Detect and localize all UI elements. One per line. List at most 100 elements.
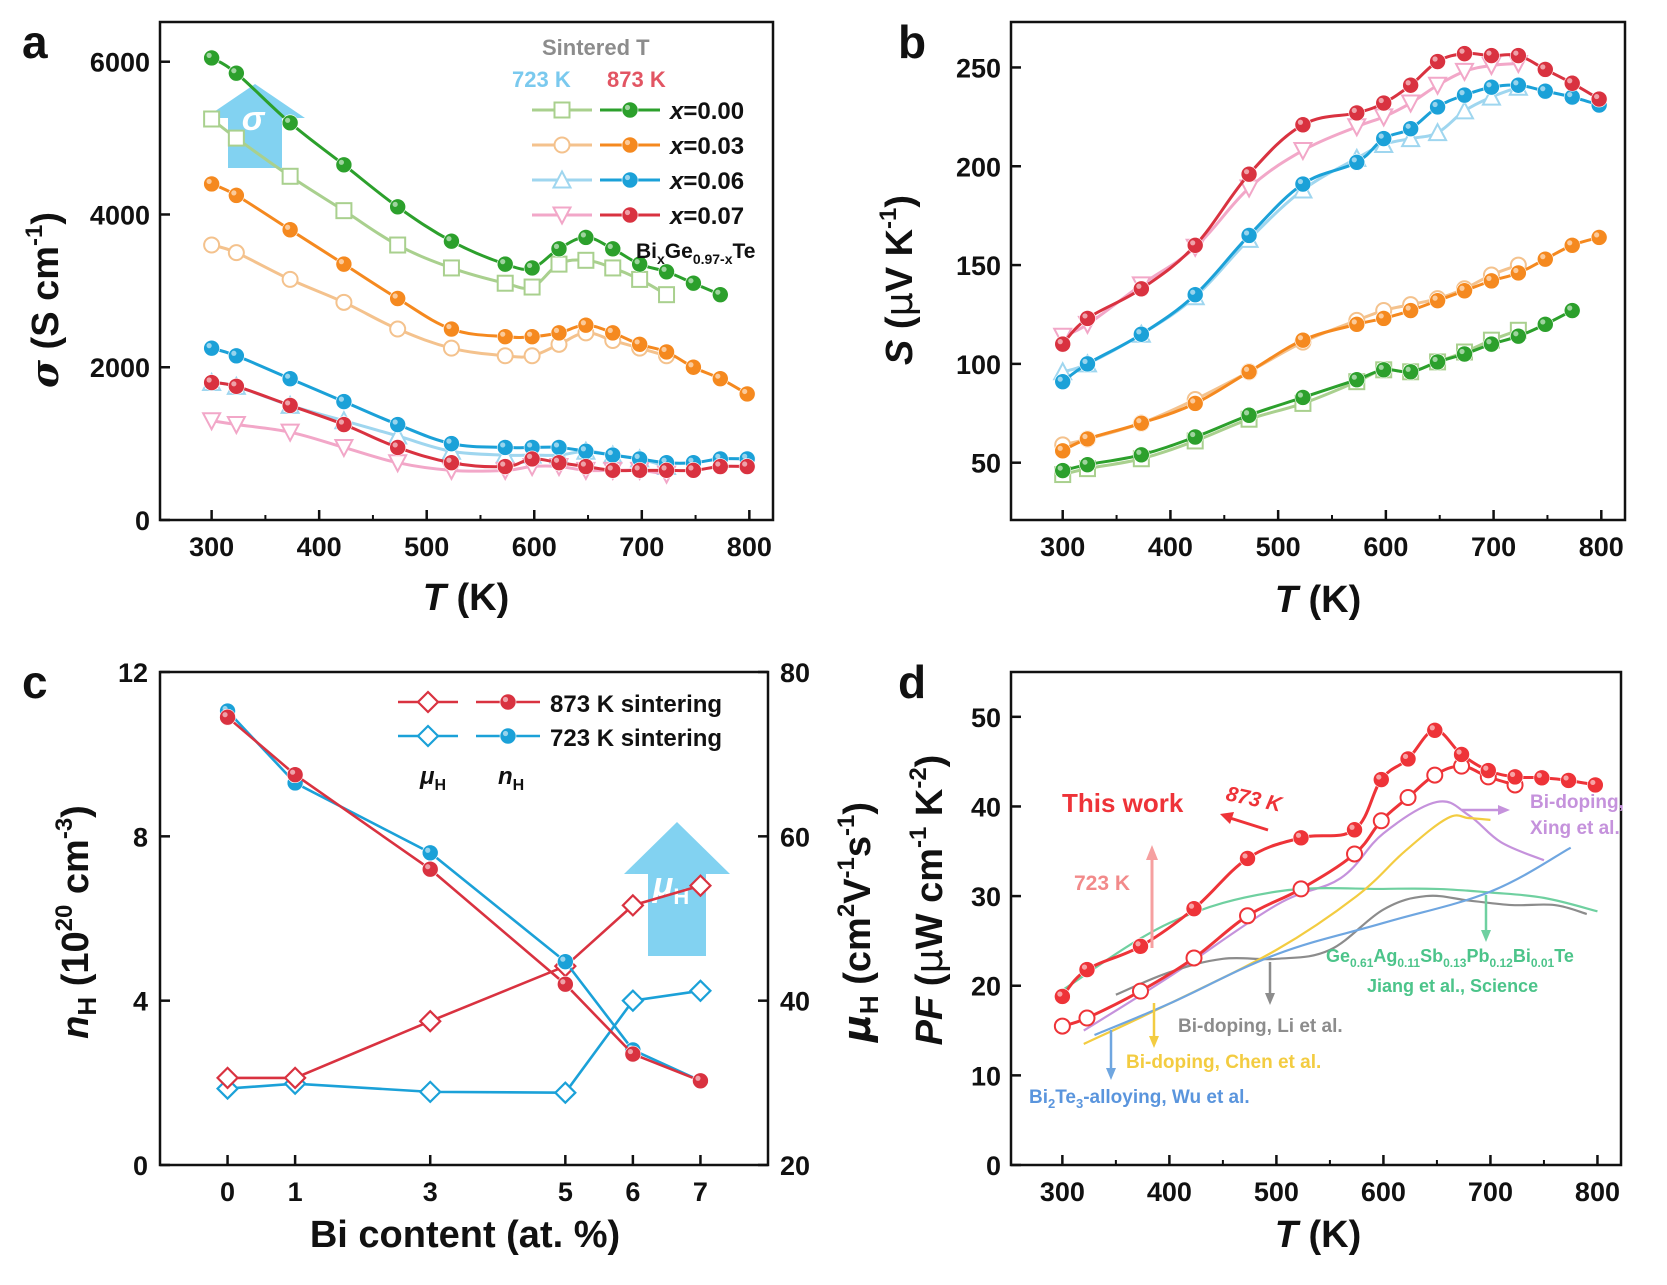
- c-point-2-4: [624, 1045, 642, 1063]
- b-point-4-4: [1240, 406, 1258, 424]
- plot-a-ticks: 300 400 500 600 700 800 0 2000 4000 6000: [90, 48, 772, 562]
- a-xtick-label: 400: [297, 532, 342, 562]
- legend-a-label-2: x=0.06: [668, 168, 744, 195]
- legend-723: 723 K: [512, 67, 571, 92]
- d-series-line-4: [1094, 846, 1572, 1037]
- a-point-3-0: [201, 412, 222, 432]
- arrow-chen-head: [1149, 1036, 1159, 1048]
- b-point-4-0-highlight: [1057, 465, 1063, 471]
- d-point-6-13: [1533, 769, 1551, 787]
- d-point-6-9: [1426, 721, 1444, 739]
- a-point-7-10-highlight: [607, 465, 613, 471]
- b-xtick-label: 400: [1148, 532, 1193, 562]
- a-point-4-3-highlight: [338, 159, 344, 165]
- b-point-4-11-highlight: [1486, 339, 1492, 345]
- b-point-4-1: [1079, 456, 1096, 473]
- anno-xing-2: Xing et al.: [1530, 818, 1620, 839]
- a-point-6-2: [281, 370, 299, 387]
- a-point-0-12: [658, 286, 676, 304]
- a-point-5-1: [228, 187, 245, 204]
- b-point-4-13: [1536, 316, 1554, 333]
- a-point-5-5: [443, 320, 460, 338]
- b-point-6-13-highlight: [1540, 86, 1546, 92]
- a-point-5-7: [523, 328, 541, 345]
- a-point-6-8: [550, 439, 568, 456]
- a-point-5-7-highlight: [527, 331, 533, 337]
- a-point-7-13-highlight: [688, 465, 694, 471]
- b-point-7-3: [1186, 237, 1204, 254]
- plot-a-xlabel: T (K): [423, 577, 510, 619]
- anno-723: 723 K: [1074, 872, 1130, 895]
- legend-c-marker-mu-0: [416, 690, 440, 714]
- b-point-3-7: [1373, 108, 1394, 128]
- d-point-5-3: [1185, 949, 1203, 967]
- b-point-5-11-highlight: [1486, 275, 1492, 281]
- a-point-4-1-highlight: [231, 68, 237, 74]
- b-point-7-11: [1483, 47, 1500, 64]
- a-point-7-1-highlight: [231, 381, 237, 387]
- a-point-1-1: [227, 244, 245, 262]
- plot-c-frame: [158, 670, 770, 1167]
- a-point-6-10: [604, 446, 622, 464]
- a-point-4-7-highlight: [527, 262, 533, 269]
- a-point-4-9: [577, 229, 595, 246]
- d-point-6-3: [1185, 900, 1203, 917]
- b-point-5-8-highlight: [1405, 305, 1411, 311]
- b-point-5-1-highlight: [1082, 433, 1088, 440]
- d-point-6-7-highlight: [1376, 774, 1382, 780]
- anno-jiang-2: Jiang et al., Science: [1367, 976, 1538, 996]
- d-point-6-10-highlight: [1456, 749, 1462, 755]
- legend-a-marker-light-0: [553, 101, 571, 119]
- a-point-7-15: [738, 458, 756, 475]
- a-point-6-15-highlight: [742, 453, 748, 459]
- c-series-line-3: [226, 710, 701, 1082]
- b-point-6-4: [1240, 227, 1258, 244]
- b-point-6-12: [1510, 76, 1527, 94]
- b-point-5-9-highlight: [1432, 295, 1438, 301]
- b-point-2-8: [1400, 127, 1421, 148]
- b-point-6-7-highlight: [1378, 133, 1384, 139]
- plot-d: [1053, 721, 1604, 1045]
- a-point-6-12-highlight: [661, 457, 667, 463]
- a-point-7-7: [523, 450, 541, 468]
- b-point-5-13: [1536, 250, 1554, 268]
- b-point-4-3: [1186, 428, 1204, 446]
- a-point-4-6: [496, 255, 514, 273]
- c-ytick-left-label: 4: [133, 987, 148, 1017]
- c-point-2-1-highlight: [290, 769, 296, 775]
- anno-wu: Bi2Te3-alloying, Wu et al.: [1029, 1087, 1250, 1111]
- legend-a-marker-dark-0-highlight: [624, 104, 631, 111]
- c-point-2-3-highlight: [560, 979, 566, 985]
- c-point-2-0-highlight: [222, 712, 228, 718]
- arrow-873-head: [1220, 812, 1234, 824]
- a-point-5-14: [712, 370, 729, 387]
- d-point-6-4: [1239, 850, 1256, 867]
- a-point-7-5: [443, 454, 460, 472]
- a-point-5-6: [496, 328, 514, 345]
- b-point-2-11: [1481, 86, 1502, 106]
- c-ytick-right-label: 40: [780, 987, 810, 1017]
- a-point-5-3-highlight: [338, 259, 344, 265]
- b-point-7-4-highlight: [1243, 169, 1250, 175]
- a-point-5-3: [335, 255, 353, 273]
- b-point-3-8: [1400, 94, 1421, 114]
- a-point-1-7: [523, 347, 541, 365]
- d-point-6-10: [1453, 746, 1470, 763]
- b-ytick-label: 250: [956, 53, 1001, 83]
- a-point-5-9-highlight: [580, 320, 586, 326]
- a-point-4-5-highlight: [446, 236, 452, 242]
- legend-a-marker-dark-3-highlight: [624, 209, 631, 216]
- a-xtick-label: 700: [619, 532, 664, 562]
- b-point-5-2: [1133, 414, 1150, 432]
- d-point-6-3-highlight: [1188, 903, 1195, 909]
- b-point-7-11-highlight: [1486, 50, 1492, 56]
- b-point-5-14: [1563, 237, 1581, 254]
- a-point-7-6: [496, 458, 514, 475]
- d-point-6-11: [1479, 762, 1497, 779]
- b-point-7-2: [1133, 280, 1150, 298]
- legend-a-marker-light-2: [551, 169, 573, 189]
- a-point-7-10: [604, 462, 622, 479]
- a-xtick-label: 600: [512, 532, 557, 562]
- d-point-6-4-highlight: [1242, 853, 1248, 859]
